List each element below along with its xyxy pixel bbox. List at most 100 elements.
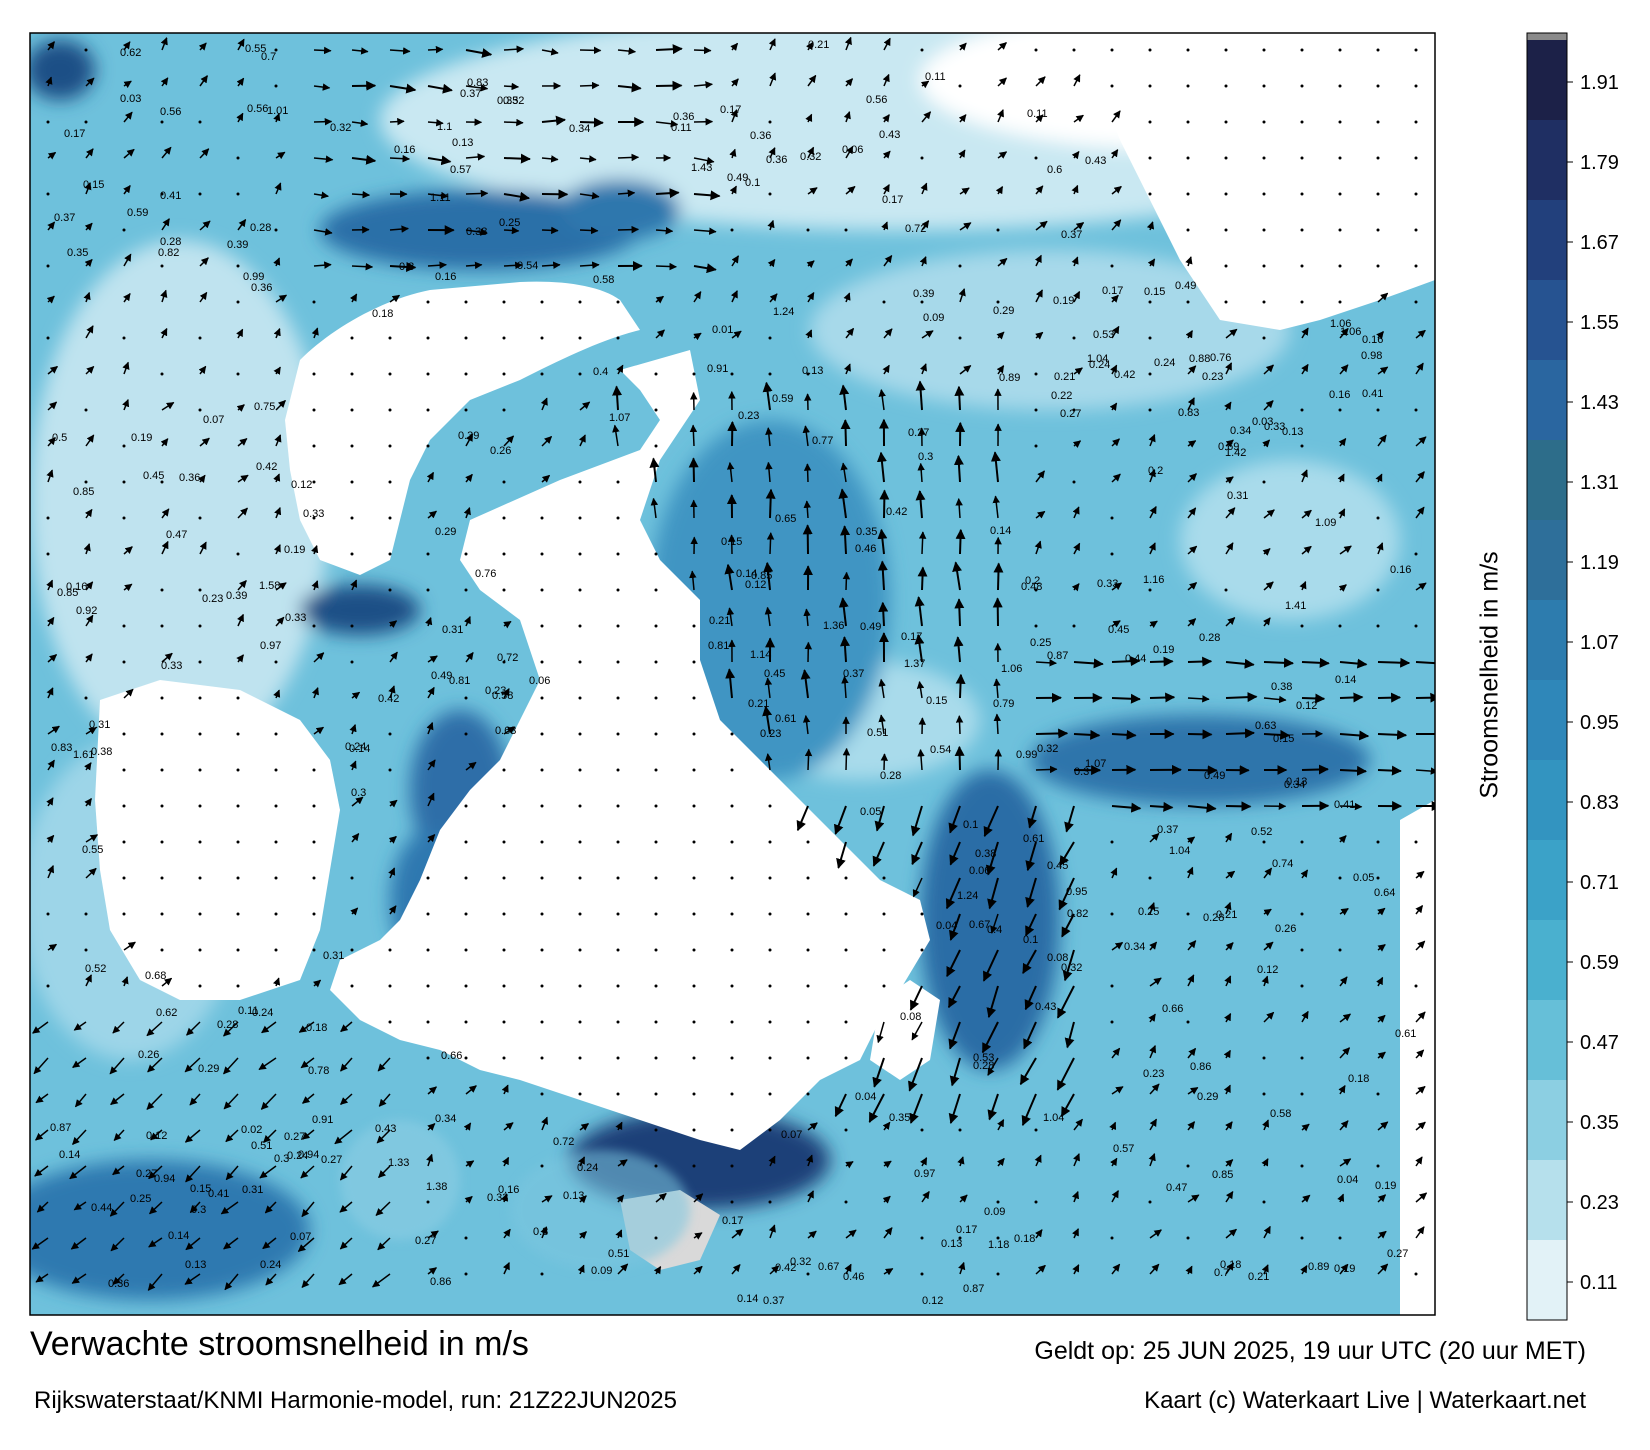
calm-dot	[844, 876, 848, 880]
flow-arrow	[617, 47, 637, 55]
calm-dot	[768, 1092, 772, 1096]
calm-dot	[730, 228, 734, 232]
speed-label: 0.52	[85, 963, 106, 975]
speed-label: 0.38	[466, 226, 487, 238]
calm-dot	[1300, 1056, 1304, 1060]
calm-dot	[1262, 1200, 1266, 1204]
speed-label: 0.3	[1074, 766, 1089, 778]
calm-dot	[1300, 300, 1304, 304]
colorbar-tick-label: 0.59	[1580, 952, 1619, 974]
calm-dot	[540, 588, 544, 592]
flow-arrow	[765, 461, 773, 483]
calm-dot	[920, 300, 924, 304]
flow-arrow	[34, 1165, 49, 1177]
speed-label: 0.91	[707, 363, 728, 375]
calm-dot	[464, 552, 468, 556]
calm-dot	[1414, 120, 1418, 124]
calm-dot	[1224, 48, 1228, 52]
flow-arrow	[616, 364, 624, 375]
flow-arrow	[1062, 949, 1075, 982]
speed-label: 0.41	[160, 190, 181, 202]
flow-arrow	[1058, 877, 1075, 911]
calm-dot	[1034, 444, 1038, 448]
flow-arrow	[258, 1057, 277, 1071]
speed-label: 0.54	[517, 260, 538, 272]
flow-arrow	[264, 1201, 277, 1214]
flow-arrow	[147, 1273, 163, 1291]
speed-label: 0.53	[973, 1052, 994, 1064]
calm-dot	[84, 480, 88, 484]
flow-arrow	[577, 1264, 585, 1275]
flow-arrow	[1339, 545, 1352, 555]
calm-dot	[616, 804, 620, 808]
flow-arrow	[351, 154, 377, 165]
flow-arrow	[1377, 907, 1386, 916]
flow-arrow	[878, 389, 886, 411]
speed-label: 0.61	[1023, 833, 1044, 845]
flow-arrow	[911, 841, 923, 866]
speed-label: 0.44	[91, 1202, 112, 1214]
flow-arrow	[160, 438, 169, 447]
calm-dot	[540, 516, 544, 520]
land-north-east	[1100, 33, 1435, 330]
calm-dot	[1148, 300, 1152, 304]
speed-label: 0.19	[1375, 1180, 1396, 1192]
speed-label: 0.78	[308, 1065, 329, 1077]
speed-label: 0.13	[941, 1238, 962, 1250]
flow-arrow	[1261, 1264, 1269, 1275]
speed-label: 0.12	[1257, 964, 1278, 976]
calm-dot	[616, 840, 620, 844]
calm-dot	[540, 372, 544, 376]
calm-dot	[1262, 336, 1266, 340]
flow-arrow	[1035, 659, 1057, 667]
calm-dot	[1262, 120, 1266, 124]
calm-dot	[692, 1164, 696, 1168]
colorbar-tick-label: 0.47	[1580, 1032, 1619, 1054]
flow-arrow	[197, 474, 206, 483]
flow-arrow	[47, 943, 58, 952]
flow-arrow	[1415, 582, 1427, 591]
calm-dot	[388, 408, 392, 412]
flow-arrow	[982, 949, 999, 982]
calm-dot	[616, 876, 620, 880]
flow-arrow	[273, 977, 281, 987]
calm-dot	[1376, 84, 1380, 88]
flow-arrow	[805, 41, 814, 51]
flow-arrow	[1111, 1086, 1124, 1095]
flow-arrow	[693, 156, 715, 165]
flow-arrow	[990, 451, 1001, 483]
calm-dot	[540, 912, 544, 916]
speed-label: 0.33	[303, 508, 324, 520]
calm-dot	[274, 948, 278, 952]
flow-arrow	[1035, 765, 1058, 774]
colorbar-tick-label: 1.91	[1580, 72, 1619, 94]
flow-arrow	[161, 977, 173, 987]
speed-label: 1.04	[1087, 353, 1108, 365]
flow-arrow	[1338, 438, 1347, 447]
flow-arrow	[85, 581, 94, 591]
speed-label: 0.31	[89, 719, 110, 731]
flow-arrow	[313, 652, 325, 663]
flow-arrow	[762, 381, 773, 411]
flow-arrow	[35, 1273, 49, 1283]
calm-dot	[806, 840, 810, 844]
speed-label: 0.28	[160, 236, 181, 248]
flow-arrow	[85, 614, 94, 627]
flow-arrow	[541, 115, 566, 126]
colorbar-band	[1527, 440, 1567, 521]
calm-dot	[1300, 1092, 1304, 1096]
flow-arrow	[427, 1123, 436, 1131]
calm-dot	[578, 876, 582, 880]
flow-arrow	[123, 688, 134, 699]
flow-arrow	[262, 1237, 277, 1250]
calm-dot	[692, 1056, 696, 1060]
flow-arrow	[1415, 1085, 1426, 1095]
calm-dot	[540, 1272, 544, 1276]
calm-dot	[274, 84, 278, 88]
flow-arrow	[541, 226, 559, 235]
speed-label: 0.83	[1178, 407, 1199, 419]
speed-label: 0.27	[321, 1154, 342, 1166]
flow-arrow	[997, 1157, 1005, 1167]
flow-arrow	[73, 1021, 87, 1031]
flow-arrow	[1261, 1158, 1269, 1167]
